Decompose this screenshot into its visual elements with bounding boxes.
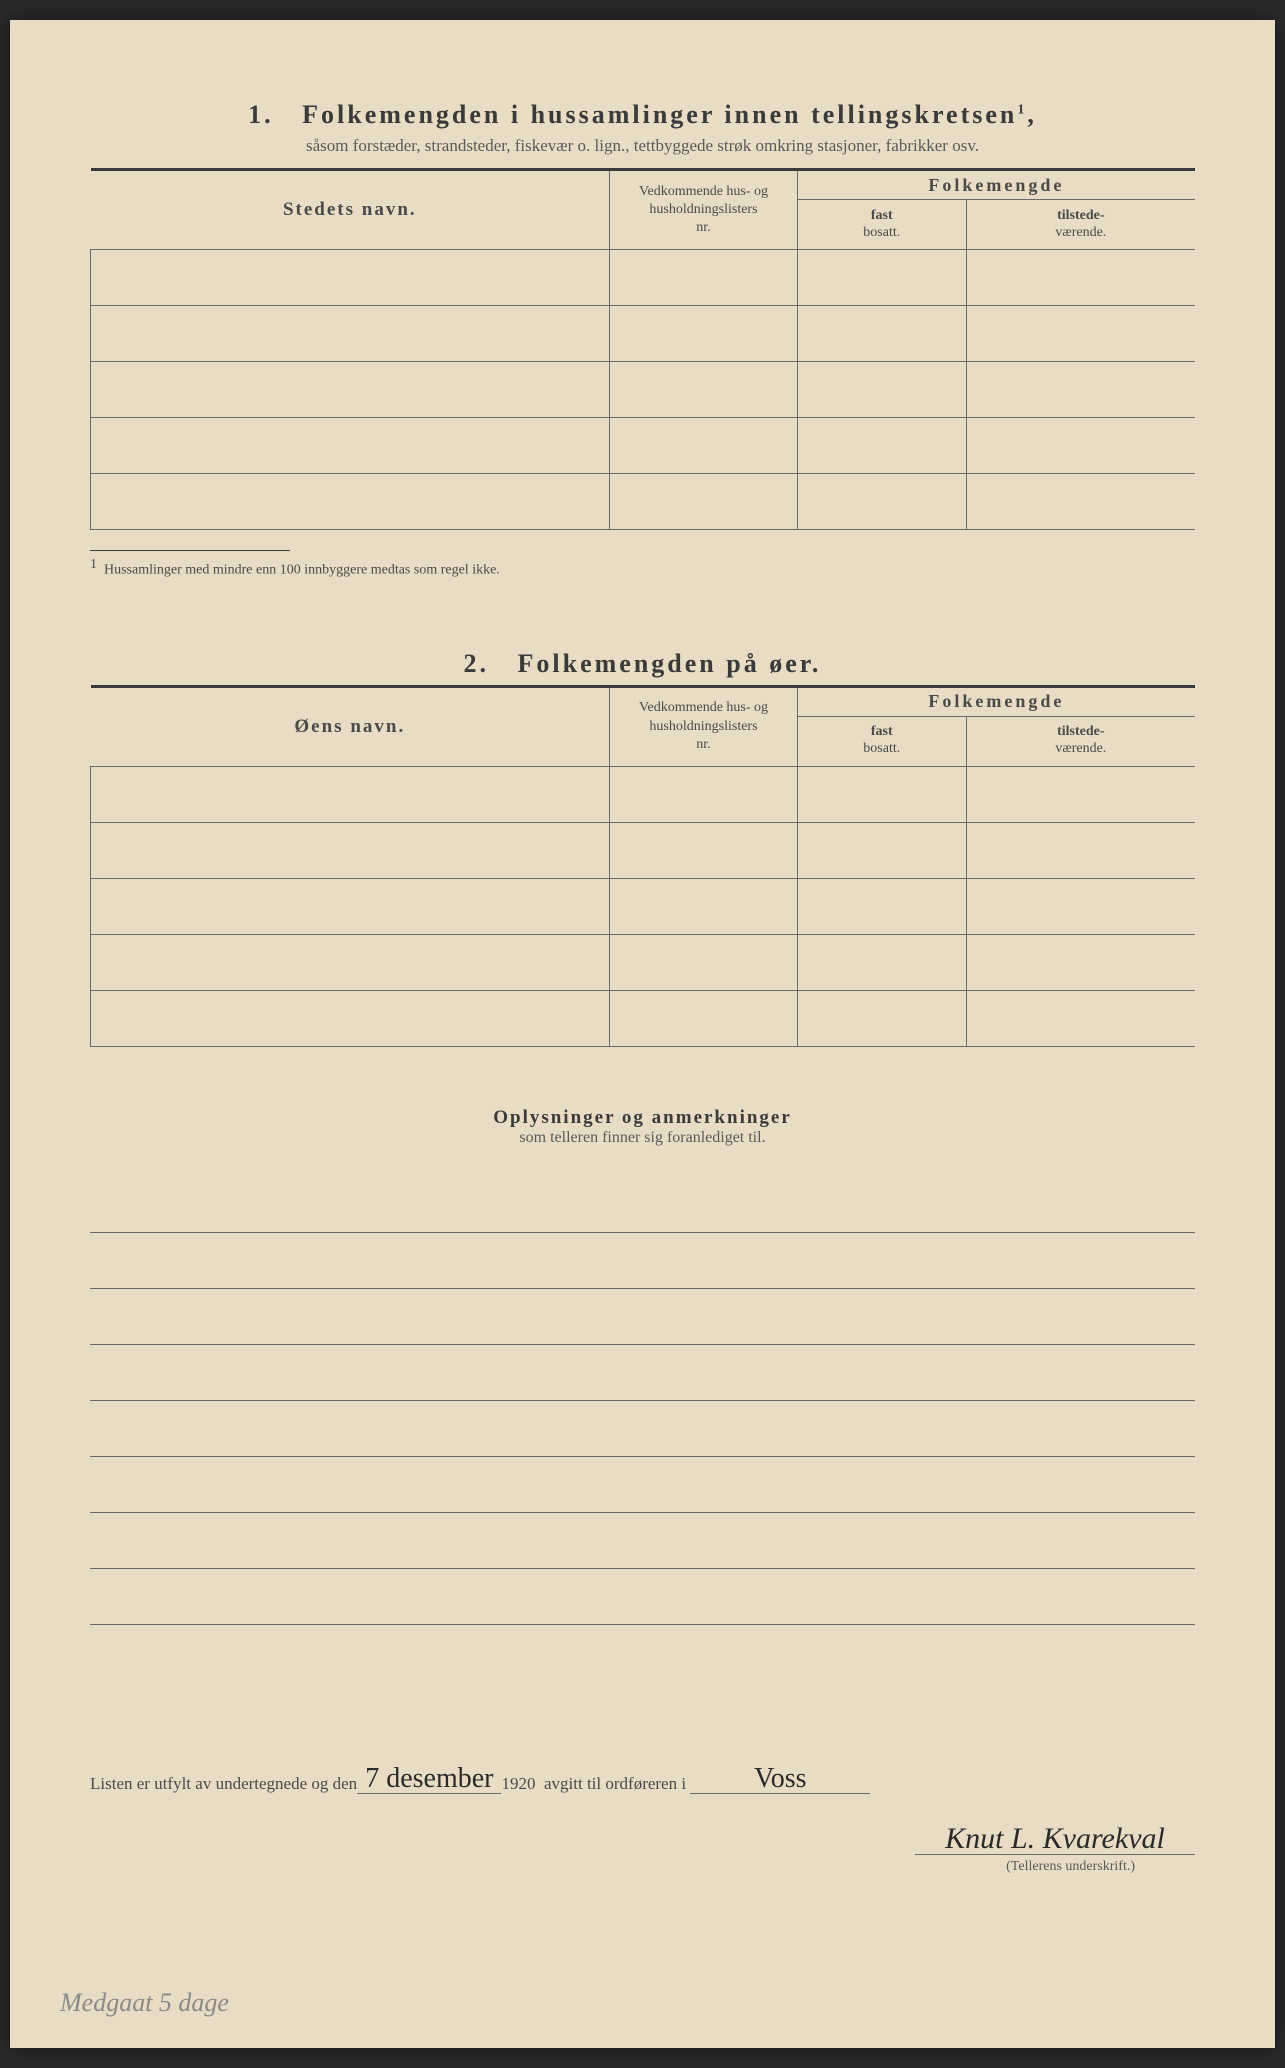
sig-caption: (Tellerens underskrift.): [90, 1859, 1195, 1875]
table-row: [91, 878, 1196, 934]
pencil-note: Medgaat 5 dage: [60, 1988, 229, 2018]
footnote-1: 1 Hussamlinger med mindre enn 100 innbyg…: [90, 557, 1195, 579]
table-row: [91, 250, 1196, 306]
signature-block: Listen er utfylt av undertegnede og den …: [90, 1765, 1195, 1875]
col-til2-l1: tilstede-: [1057, 724, 1104, 739]
section2-title: 2. Folkemengden på øer.: [90, 649, 1195, 679]
table-row: [91, 306, 1196, 362]
section1-title-text: Folkemengden i hussamlinger innen tellin…: [302, 100, 1017, 129]
col-tilstede-1: tilstede- værende.: [966, 200, 1195, 250]
document-page: 1. Folkemengden i hussamlinger innen tel…: [10, 20, 1275, 2048]
col-lists-1: Vedkommende hus- og husholdningslisters …: [610, 170, 798, 250]
remark-line: [90, 1289, 1195, 1345]
col-lists-l3: nr.: [696, 220, 710, 235]
section-1: 1. Folkemengden i hussamlinger innen tel…: [90, 100, 1195, 579]
table-row: [91, 362, 1196, 418]
table-row: [91, 822, 1196, 878]
col-fast2-l2: bosatt.: [863, 741, 900, 756]
table-row: [91, 934, 1196, 990]
footnote-rule: [90, 550, 290, 551]
table-row: [91, 474, 1196, 530]
sig-date: 7 desember: [357, 1765, 501, 1794]
col-lists2-l3: nr.: [696, 737, 710, 752]
col-lists2-l2: husholdningslisters: [649, 719, 757, 734]
section-2: 2. Folkemengden på øer. Øens navn. Vedko…: [90, 649, 1195, 1047]
remark-line: [90, 1569, 1195, 1625]
section1-subtitle: såsom forstæder, strandsteder, fiskevær …: [90, 136, 1195, 156]
col-folkemengde-2: Folkemengde: [797, 686, 1195, 716]
sig-right-block: Knut L. Kvarekval (Tellerens underskrift…: [90, 1824, 1195, 1875]
col-til-l1: tilstede-: [1057, 208, 1104, 223]
col-folkemengde-1: Folkemengde: [797, 170, 1195, 200]
remark-line: [90, 1233, 1195, 1289]
col-tilstede-2: tilstede- værende.: [966, 716, 1195, 766]
table-row: [91, 418, 1196, 474]
section-3: Oplysninger og anmerkninger som telleren…: [90, 1107, 1195, 1625]
sig-name: Knut L. Kvarekval: [915, 1824, 1195, 1855]
sig-text2: avgitt til ordføreren i: [544, 1774, 686, 1794]
sig-place: Voss: [690, 1765, 870, 1794]
col-fast-l2: bosatt.: [863, 225, 900, 240]
col-fast-2: fast bosatt.: [797, 716, 966, 766]
col-til2-l2: værende.: [1055, 741, 1106, 756]
section2-number: 2.: [464, 649, 490, 678]
col-til-l2: værende.: [1055, 225, 1106, 240]
col-fast-l1: fast: [871, 208, 893, 223]
table-1: Stedets navn. Vedkommende hus- og hushol…: [90, 168, 1195, 530]
remark-line: [90, 1177, 1195, 1233]
col-lists-l2: husholdningslisters: [649, 202, 757, 217]
table-row: [91, 990, 1196, 1046]
footnote-sup: 1: [90, 557, 97, 572]
remark-line: [90, 1401, 1195, 1457]
col-fast-1: fast bosatt.: [797, 200, 966, 250]
table-row: [91, 766, 1196, 822]
section1-number: 1.: [248, 100, 274, 129]
section2-title-text: Folkemengden på øer.: [518, 649, 822, 678]
col-lists2-l1: Vedkommende hus- og: [639, 700, 768, 715]
sig-year: 1920: [501, 1774, 535, 1794]
remark-line: [90, 1513, 1195, 1569]
col-oens-navn: Øens navn.: [91, 686, 610, 766]
col-lists-l1: Vedkommende hus- og: [639, 184, 768, 199]
table-2: Øens navn. Vedkommende hus- og husholdni…: [90, 685, 1195, 1047]
section1-title: 1. Folkemengden i hussamlinger innen tel…: [90, 100, 1195, 130]
remark-line: [90, 1457, 1195, 1513]
col-fast2-l1: fast: [871, 724, 893, 739]
section3-subtitle: som telleren finner sig foranlediget til…: [90, 1129, 1195, 1147]
col-stedets-navn: Stedets navn.: [91, 170, 610, 250]
remark-line: [90, 1345, 1195, 1401]
footnote-text: Hussamlinger med mindre enn 100 innbygge…: [104, 563, 500, 578]
section3-title: Oplysninger og anmerkninger: [90, 1107, 1195, 1129]
section1-sup: 1: [1017, 102, 1027, 117]
col-lists-2: Vedkommende hus- og husholdningslisters …: [610, 686, 798, 766]
sig-text1: Listen er utfylt av undertegnede og den: [90, 1774, 357, 1794]
